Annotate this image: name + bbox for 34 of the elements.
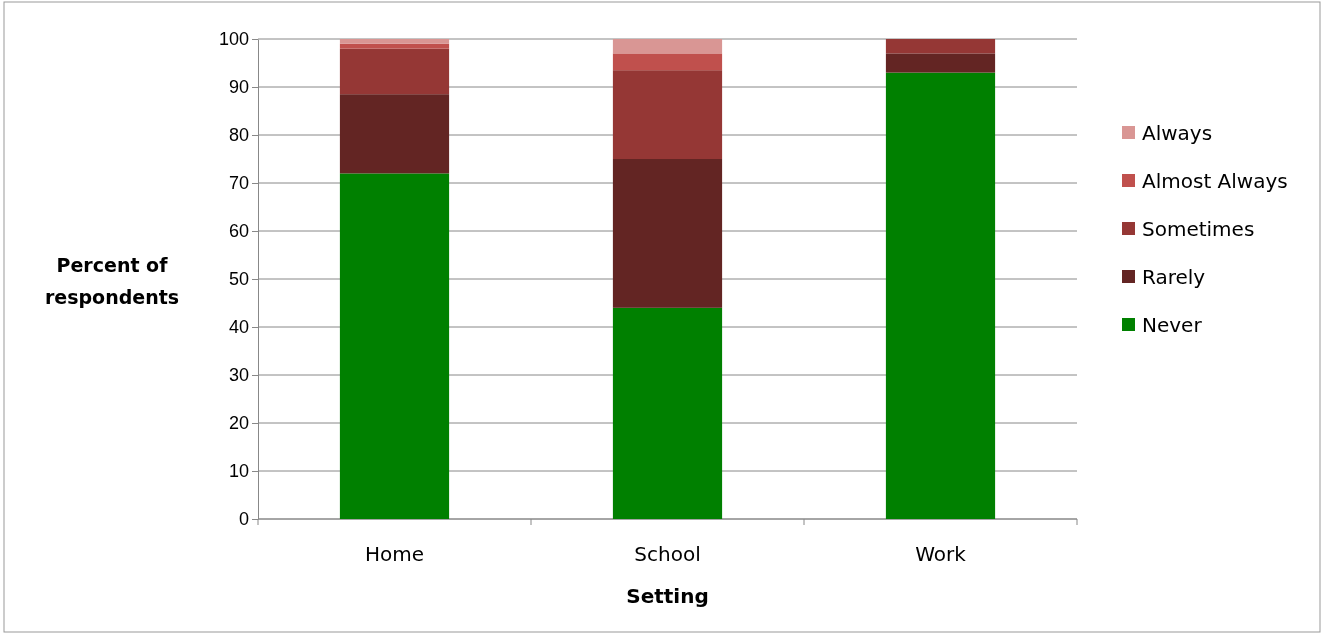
bar xyxy=(612,53,723,71)
y-tick-label: 10 xyxy=(228,461,249,482)
bar xyxy=(612,70,723,159)
bar xyxy=(612,39,723,54)
y-axis-title: Percent of respondents xyxy=(44,254,180,308)
legend-label: Almost Always xyxy=(1142,169,1288,193)
x-tick-label: Work xyxy=(915,542,967,566)
legend-label: Never xyxy=(1142,313,1203,337)
x-tick-label: Home xyxy=(364,542,425,566)
y-tick-label: 40 xyxy=(228,317,249,338)
bar xyxy=(885,72,996,519)
bar xyxy=(612,307,723,519)
legend-label: Sometimes xyxy=(1142,217,1255,241)
bar xyxy=(339,43,450,49)
x-axis-title: Setting xyxy=(626,584,709,608)
legend-label: Rarely xyxy=(1142,265,1206,289)
y-tick-label: 20 xyxy=(228,413,249,434)
x-tick-label: School xyxy=(634,542,701,566)
y-tick-label: 0 xyxy=(238,509,249,530)
bar xyxy=(339,94,450,174)
y-tick-label: 90 xyxy=(228,77,249,98)
y-tick-label: 60 xyxy=(228,221,249,242)
legend-label: Always xyxy=(1142,121,1213,145)
y-tick-label: 70 xyxy=(228,173,249,194)
y-tick-label: 30 xyxy=(228,365,249,386)
bar xyxy=(339,173,450,519)
y-tick-label: 100 xyxy=(218,29,249,50)
bar xyxy=(339,48,450,95)
y-tick-label: 80 xyxy=(228,125,249,146)
y-tick-label: 50 xyxy=(228,269,249,290)
bar xyxy=(885,53,996,73)
bar xyxy=(885,39,996,54)
bar xyxy=(612,159,723,308)
bar xyxy=(339,39,450,44)
